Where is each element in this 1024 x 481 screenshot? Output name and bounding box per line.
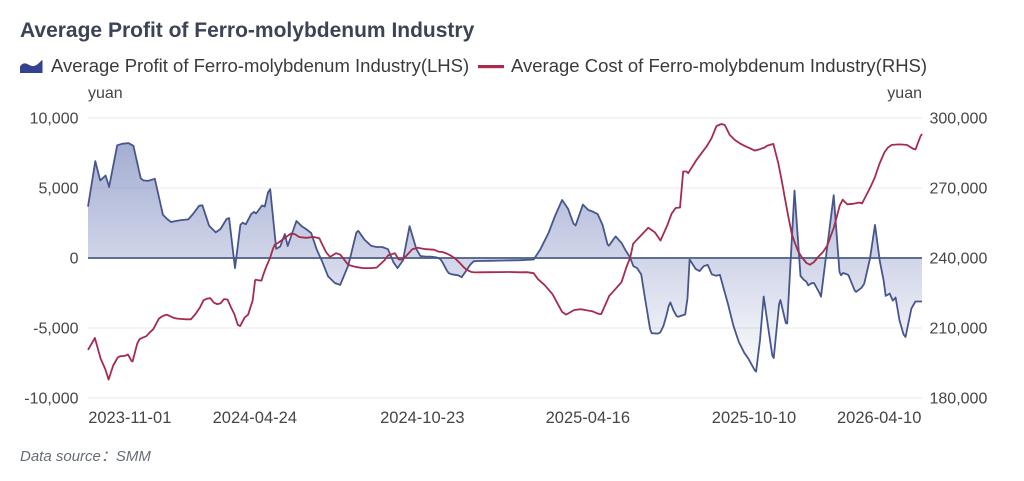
svg-text:2024-10-23: 2024-10-23 — [380, 409, 464, 427]
svg-text:yuan: yuan — [887, 85, 922, 102]
svg-text:-10,000: -10,000 — [24, 391, 78, 408]
svg-text:-5,000: -5,000 — [33, 321, 78, 338]
svg-text:180,000: 180,000 — [930, 391, 988, 408]
svg-text:5,000: 5,000 — [38, 181, 78, 198]
svg-text:210,000: 210,000 — [930, 321, 988, 338]
svg-text:2025-10-10: 2025-10-10 — [712, 409, 796, 427]
svg-text:2023-11-01: 2023-11-01 — [88, 409, 171, 427]
svg-text:2024-04-24: 2024-04-24 — [213, 409, 297, 427]
svg-text:240,000: 240,000 — [930, 251, 988, 268]
svg-text:300,000: 300,000 — [930, 111, 988, 128]
svg-text:2026-04-10: 2026-04-10 — [837, 409, 921, 427]
svg-text:0: 0 — [70, 251, 79, 268]
svg-text:10,000: 10,000 — [30, 111, 79, 128]
svg-text:yuan: yuan — [88, 85, 123, 102]
svg-text:2025-04-16: 2025-04-16 — [546, 409, 630, 427]
svg-text:270,000: 270,000 — [930, 181, 988, 198]
